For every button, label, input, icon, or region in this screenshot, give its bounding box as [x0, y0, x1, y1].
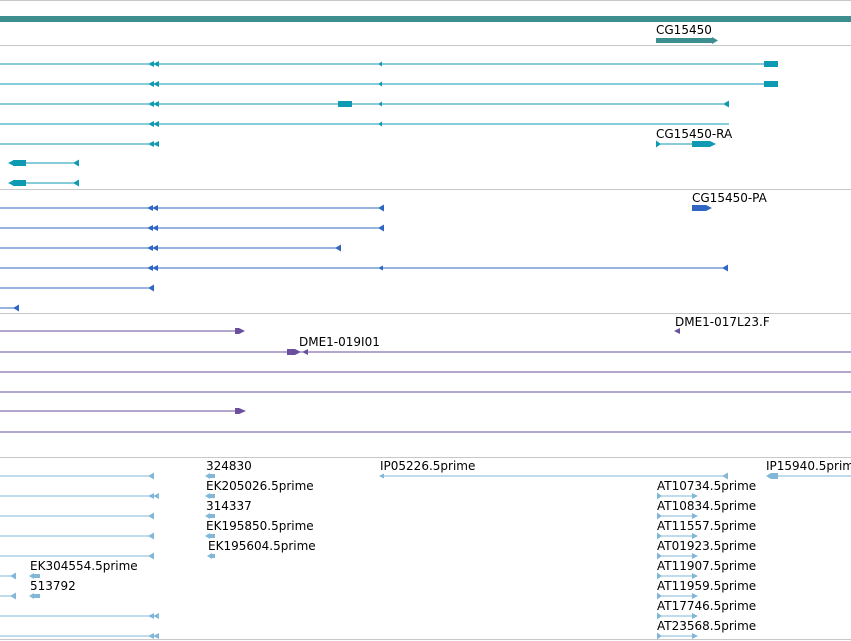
est-row[interactable]	[0, 552, 154, 560]
est-feature[interactable]	[657, 612, 698, 620]
gene-track: CG15450	[0, 16, 851, 44]
est-label: AT10834.5prime	[657, 499, 756, 513]
protein-row[interactable]	[0, 284, 154, 292]
est-row[interactable]	[0, 472, 154, 480]
est-label: EK205026.5prime	[206, 479, 314, 493]
est-label: 314337	[206, 499, 252, 513]
est-feature[interactable]	[207, 553, 215, 559]
est-row[interactable]	[0, 613, 159, 619]
est-feature[interactable]	[379, 472, 728, 480]
protein-row[interactable]	[0, 204, 384, 212]
est-label: AT10734.5prime	[657, 479, 756, 493]
protein-feature-cg15450-pa[interactable]	[692, 205, 712, 211]
clone-label-017l23: DME1-017L23.F	[675, 315, 770, 329]
protein-row[interactable]	[0, 224, 384, 232]
gene-span-bar[interactable]	[0, 16, 851, 22]
est-row[interactable]	[0, 592, 16, 600]
est-feature[interactable]	[657, 552, 698, 560]
mrna-row[interactable]	[0, 141, 159, 147]
est-feature[interactable]	[657, 512, 698, 520]
est-feature[interactable]	[205, 473, 215, 479]
est-feature[interactable]	[205, 533, 215, 539]
mrna-row[interactable]	[8, 159, 79, 167]
est-feature[interactable]	[766, 473, 851, 479]
clone-row[interactable]	[0, 328, 245, 334]
est-feature[interactable]	[657, 632, 698, 640]
mrna-row[interactable]	[8, 179, 79, 187]
est-label: AT01923.5prime	[657, 539, 756, 553]
transcript-feature-cg15450-ra[interactable]	[656, 140, 716, 148]
mrna-row[interactable]	[0, 100, 729, 108]
est-track: 324830 EK205026.5prime 314337 EK195850.5…	[0, 459, 851, 640]
est-label: AT17746.5prime	[657, 599, 756, 613]
protein-row[interactable]	[0, 264, 728, 272]
est-label: 324830	[206, 459, 252, 473]
est-feature[interactable]	[29, 593, 40, 599]
gene-label: CG15450	[656, 23, 712, 37]
mrna-row[interactable]	[0, 81, 778, 87]
est-label: AT11959.5prime	[657, 579, 756, 593]
protein-row[interactable]	[0, 244, 341, 252]
est-feature[interactable]	[657, 572, 698, 580]
est-feature[interactable]	[657, 492, 698, 500]
clone-row[interactable]	[0, 408, 246, 414]
clone-label-019i01: DME1-019I01	[299, 335, 380, 349]
protein-track: CG15450-PA	[0, 191, 768, 312]
est-label: IP15940.5prime	[766, 459, 851, 473]
est-row[interactable]	[0, 572, 16, 580]
mrna-row[interactable]	[0, 61, 778, 67]
est-feature[interactable]	[657, 532, 698, 540]
est-row[interactable]	[0, 493, 159, 499]
est-label: EK195604.5prime	[208, 539, 316, 553]
est-feature[interactable]	[29, 573, 40, 579]
est-feature[interactable]	[205, 513, 215, 519]
gene-feature-cg15450[interactable]	[656, 37, 718, 44]
clone-feature-017l23[interactable]	[674, 328, 680, 334]
mrna-row[interactable]	[0, 121, 729, 127]
est-label: AT23568.5prime	[657, 619, 756, 633]
est-label: 513792	[30, 579, 76, 593]
est-row[interactable]	[0, 532, 154, 540]
est-label: IP05226.5prime	[380, 459, 475, 473]
mrna-track: CG15450-RA	[0, 61, 778, 187]
clone-row[interactable]	[0, 349, 851, 355]
est-row[interactable]	[0, 512, 154, 520]
clone-track: DME1-017L23.F DME1-019I01	[0, 315, 851, 433]
est-feature[interactable]	[205, 493, 215, 499]
protein-label: CG15450-PA	[692, 191, 768, 205]
est-feature[interactable]	[657, 592, 698, 600]
est-row[interactable]	[0, 633, 159, 639]
est-label: EK195850.5prime	[206, 519, 314, 533]
protein-row[interactable]	[0, 304, 19, 312]
est-label: AT11557.5prime	[657, 519, 756, 533]
est-label: AT11907.5prime	[657, 559, 756, 573]
transcript-label: CG15450-RA	[656, 127, 733, 141]
est-label: EK304554.5prime	[30, 559, 138, 573]
